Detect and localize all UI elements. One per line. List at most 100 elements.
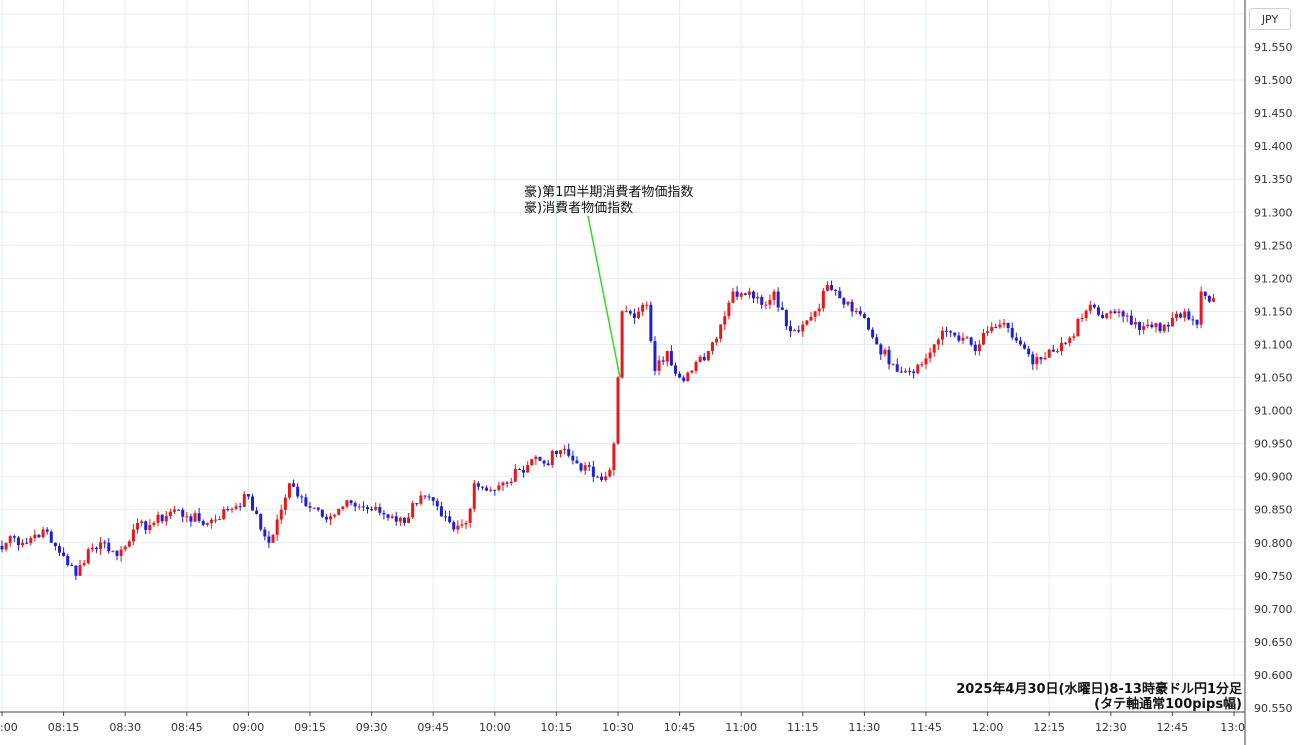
- candle-body: [29, 538, 33, 544]
- candle-body: [57, 546, 61, 553]
- candle-body: [1051, 349, 1055, 352]
- candle-body: [1133, 321, 1137, 325]
- candle-body: [825, 284, 829, 291]
- candle-body: [66, 555, 70, 566]
- candle-body: [181, 509, 185, 517]
- candle-body: [197, 513, 201, 521]
- candle-body: [595, 476, 599, 478]
- candle-body: [883, 349, 887, 355]
- candle-body: [887, 349, 891, 365]
- candle-body: [505, 482, 509, 484]
- candle-body: [739, 293, 743, 297]
- candle-body: [764, 304, 768, 306]
- candle-body: [673, 365, 677, 374]
- candle-body: [990, 326, 994, 332]
- candle-body: [735, 291, 739, 297]
- event-annotation: 豪)第1四半期消費者物価指数 豪)消費者物価指数: [524, 184, 693, 378]
- candle-body: [727, 302, 731, 317]
- candle-body: [604, 476, 608, 481]
- candle-body: [476, 483, 480, 487]
- candle-body: [1101, 314, 1105, 319]
- candle-body: [287, 483, 291, 498]
- candle-body: [279, 509, 283, 520]
- candle-body: [669, 351, 673, 366]
- x-tick-label: 08:30: [109, 721, 141, 734]
- candle-body: [16, 537, 20, 546]
- y-axis-tick-labels: 91.550 91.500 91.450 91.400 91.350 91.300 91.2…: [1254, 41, 1293, 715]
- candle-body: [357, 506, 361, 508]
- x-tick-label: 10:30: [602, 721, 634, 734]
- candle-body: [632, 313, 636, 319]
- candle-body: [464, 522, 468, 525]
- candle-body: [534, 456, 538, 460]
- candle-body: [546, 463, 550, 466]
- candle-body: [706, 351, 710, 361]
- candle-body: [209, 519, 213, 523]
- candle-body: [1207, 295, 1211, 302]
- candle-body: [579, 463, 583, 471]
- candle-body: [316, 507, 320, 510]
- candle-body: [875, 337, 879, 345]
- candle-body: [1105, 313, 1109, 319]
- candle-body: [292, 483, 296, 487]
- y-tick-label: 91.500: [1254, 74, 1293, 87]
- candle-body: [838, 290, 842, 299]
- candle-body: [747, 291, 751, 295]
- candle-body: [678, 373, 682, 378]
- candle-body: [456, 525, 460, 530]
- candle-body: [411, 503, 415, 518]
- candle-body: [86, 549, 90, 564]
- candle-body: [1060, 342, 1064, 352]
- candle-body: [8, 536, 12, 543]
- candle-body: [226, 509, 230, 511]
- candle-body: [797, 330, 801, 332]
- candle-body: [1125, 315, 1129, 317]
- candle-body: [538, 456, 542, 461]
- candle-body: [201, 520, 205, 525]
- candle-body: [908, 370, 912, 372]
- candle-body: [517, 469, 521, 471]
- candle-body: [522, 470, 526, 473]
- candle-body: [694, 361, 698, 371]
- candle-body: [214, 519, 218, 521]
- candle-body: [953, 332, 957, 336]
- candle-body: [37, 534, 41, 538]
- candle-body: [394, 516, 398, 522]
- candle-body: [489, 489, 493, 491]
- candle-body: [493, 489, 497, 491]
- candle-body: [497, 485, 501, 490]
- candle-body: [193, 513, 197, 522]
- y-tick-label: 91.400: [1254, 140, 1293, 153]
- y-tick-label: 91.350: [1254, 173, 1293, 186]
- candle-body: [1166, 324, 1170, 327]
- candle-body: [1142, 326, 1146, 330]
- candle-body: [575, 460, 579, 464]
- candle-body: [312, 507, 316, 509]
- candle-body: [156, 514, 160, 523]
- x-tick-label: 12:15: [1033, 721, 1065, 734]
- candle-body: [70, 565, 74, 567]
- candle-body: [242, 494, 246, 507]
- candle-body: [928, 352, 932, 359]
- candle-body: [1146, 324, 1150, 327]
- candle-body: [690, 370, 694, 373]
- candle-body: [1002, 323, 1006, 325]
- candle-body: [530, 459, 534, 466]
- y-tick-label: 90.850: [1254, 504, 1293, 517]
- candle-body: [251, 496, 255, 511]
- candle-body: [1031, 354, 1035, 365]
- candle-body: [123, 546, 127, 550]
- candle-body: [33, 534, 37, 539]
- candle-body: [624, 311, 628, 313]
- candle-body: [1211, 298, 1215, 302]
- candle-body: [645, 304, 649, 306]
- candle-body: [485, 487, 489, 491]
- annotation-pointer-line: [587, 215, 621, 378]
- currency-label[interactable]: JPY: [1249, 8, 1291, 30]
- x-tick-label: 10:45: [664, 721, 696, 734]
- candle-body: [259, 513, 263, 530]
- x-tick-label: 08:45: [171, 721, 203, 734]
- candle-body: [1039, 357, 1043, 360]
- candle-body: [899, 371, 903, 373]
